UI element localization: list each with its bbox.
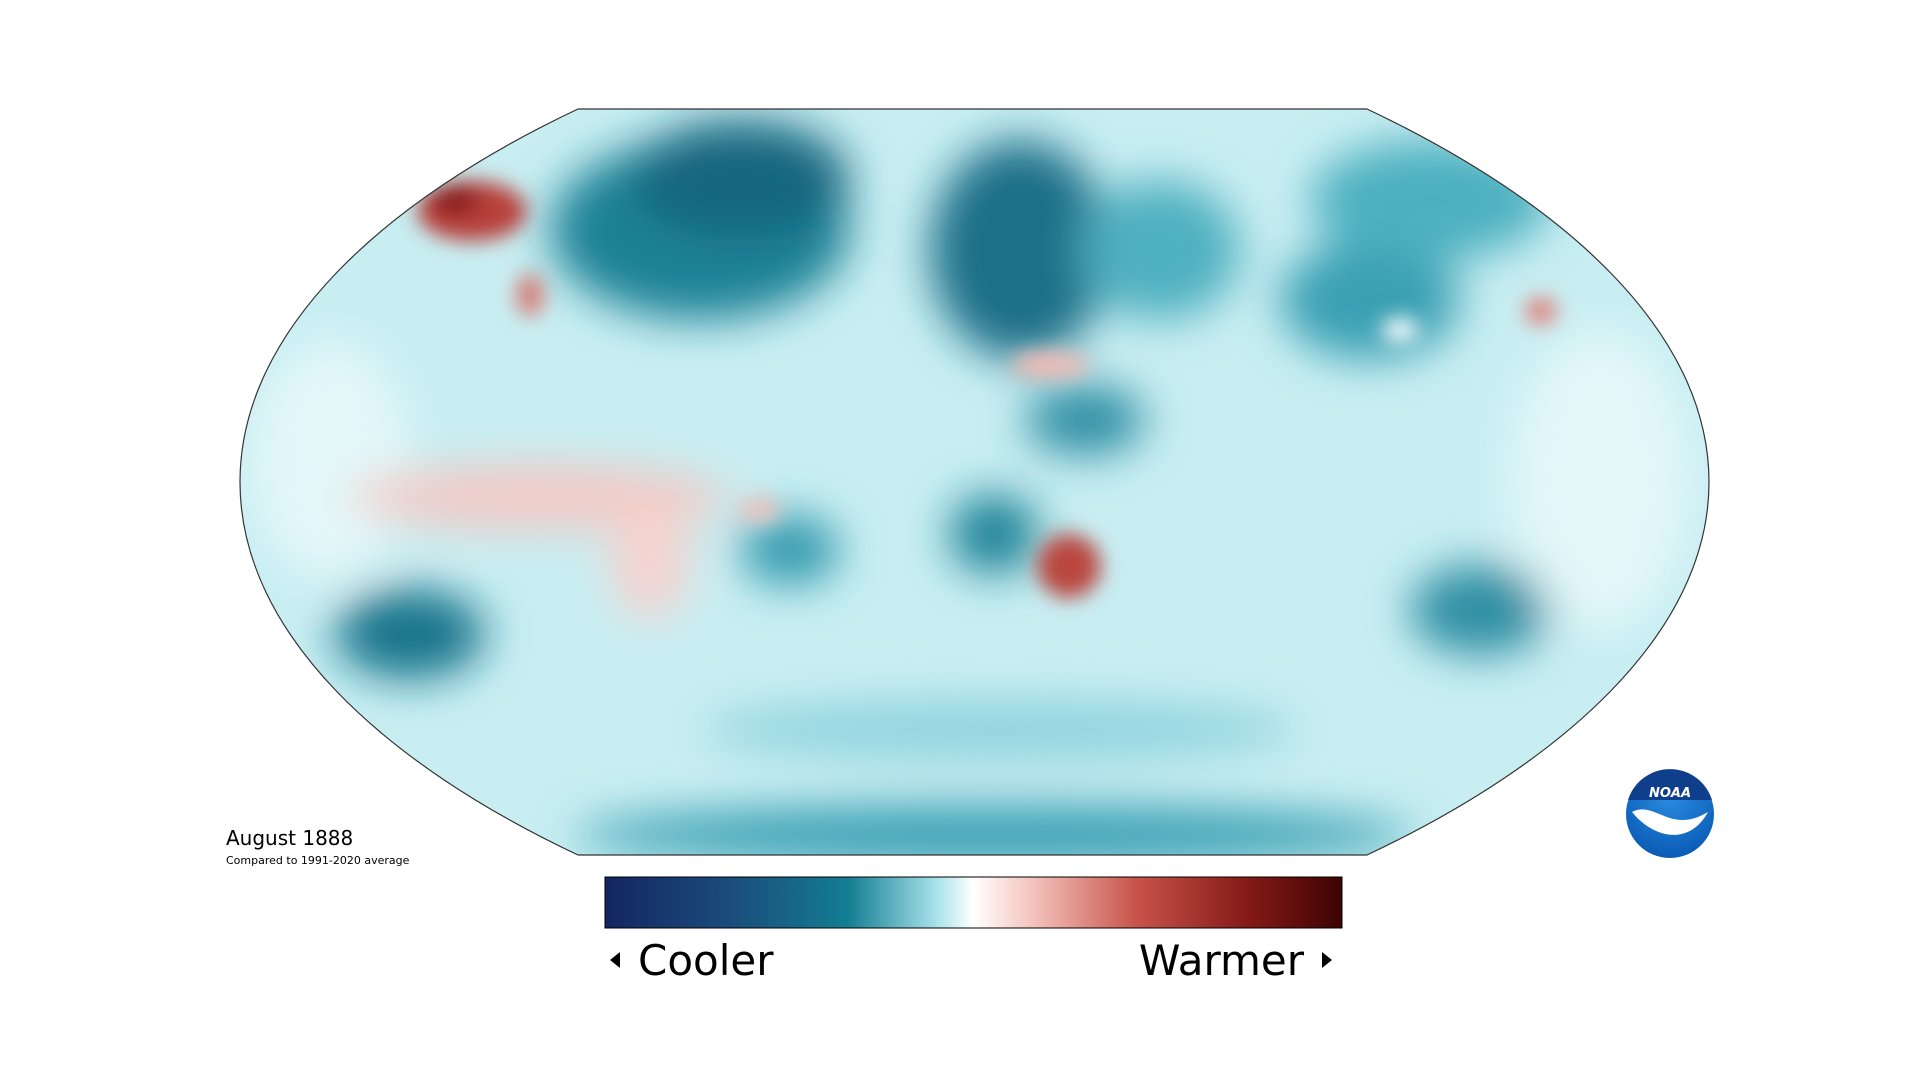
map-title: August 1888 bbox=[226, 826, 353, 850]
logo-text: NOAA bbox=[1649, 786, 1691, 801]
noaa-logo: NOAA bbox=[1626, 769, 1714, 858]
anomaly-field bbox=[240, 109, 1709, 855]
map-outline bbox=[239, 108, 1710, 856]
legend-high: Warmer bbox=[1139, 936, 1305, 985]
map-subtitle: Compared to 1991-2020 average bbox=[226, 854, 410, 867]
arrow-right bbox=[1322, 952, 1332, 968]
arrow-left bbox=[610, 952, 620, 968]
color-bar bbox=[604, 876, 1343, 929]
legend-low: Cooler bbox=[638, 936, 774, 985]
